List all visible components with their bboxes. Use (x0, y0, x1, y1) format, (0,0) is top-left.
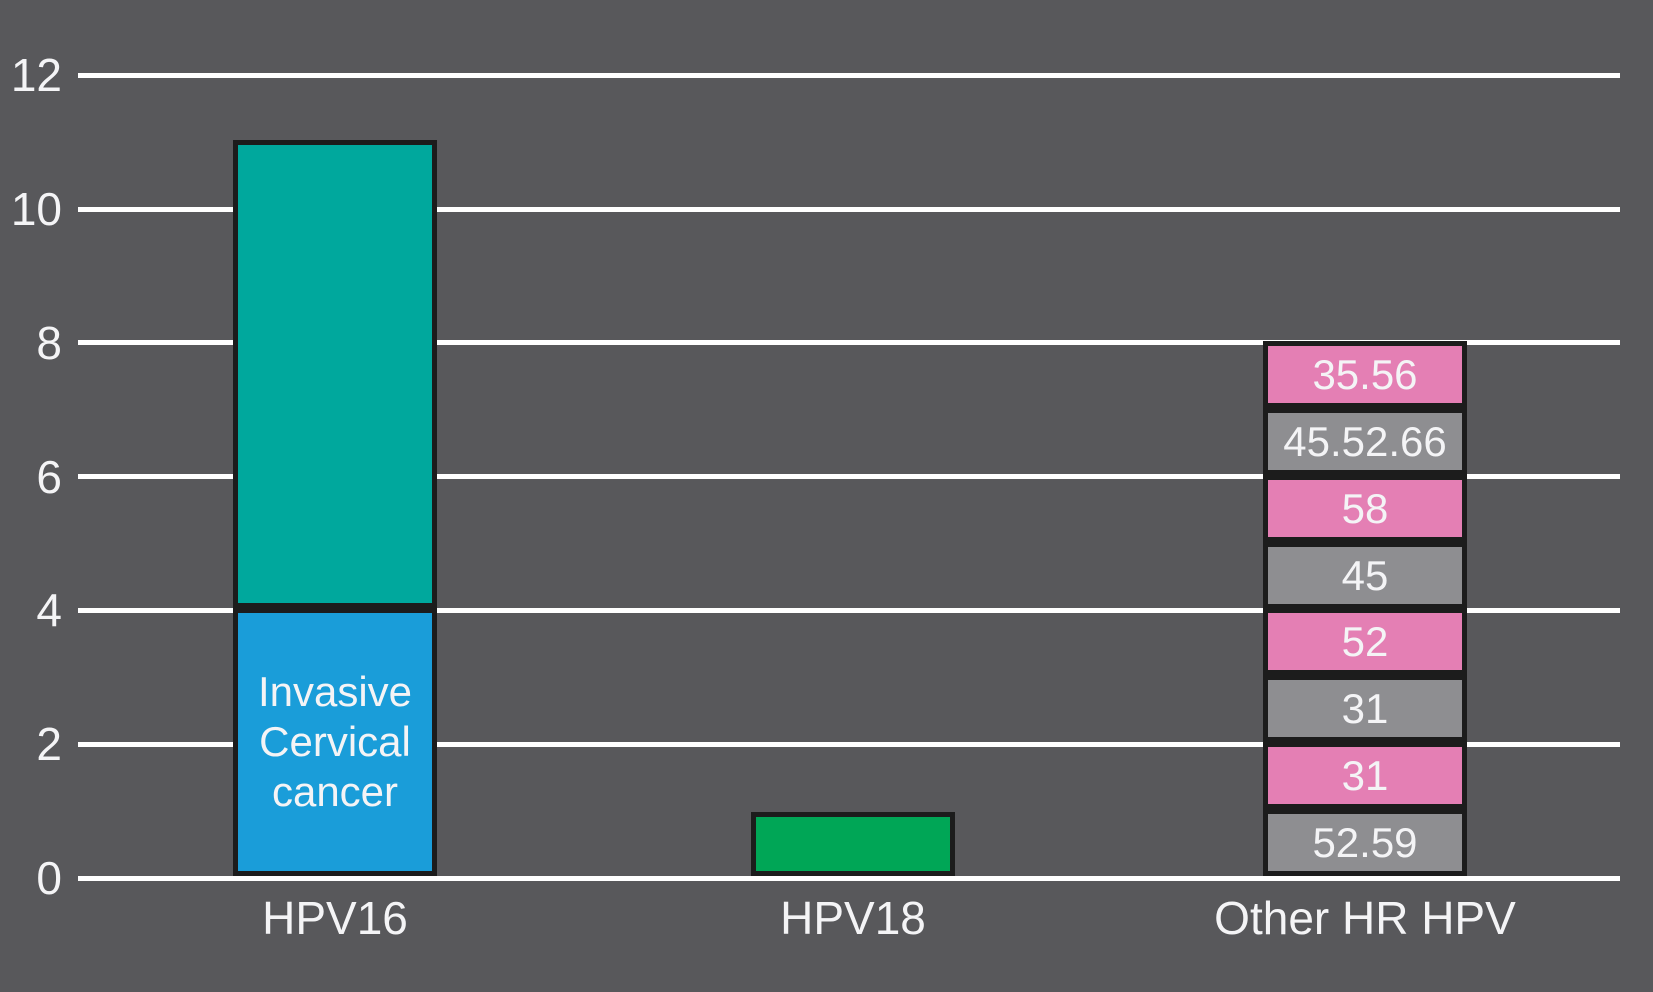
bar-segment-other-hr-hpv-5: 58 (1263, 475, 1467, 542)
segment-value-label: 52.59 (1312, 818, 1418, 866)
y-tick-label-10: 10 (10, 183, 62, 235)
category-label-other-hr-hpv: Other HR HPV (1214, 892, 1516, 944)
gridline-0 (78, 876, 1620, 881)
category-label-hpv16: HPV16 (262, 892, 408, 944)
gridline-12 (78, 73, 1620, 78)
y-tick-label-0: 0 (36, 852, 62, 904)
y-tick-label-4: 4 (36, 584, 62, 636)
y-tick-label-12: 12 (10, 49, 62, 101)
segment-value-label: 31 (1341, 684, 1389, 732)
segment-text-line: cancer (271, 768, 399, 815)
segment-value-label: 52 (1341, 617, 1389, 665)
bar-segment-other-hr-hpv-4: 45 (1263, 542, 1467, 609)
bar-segment-other-hr-hpv-0: 52.59 (1263, 809, 1467, 876)
segment-value-label: 35.56 (1312, 350, 1418, 398)
y-tick-label-8: 8 (36, 317, 62, 369)
bar-segment-hpv18-0 (751, 812, 955, 876)
bar-segment-other-hr-hpv-1: 31 (1263, 742, 1467, 809)
segment-text-line: Cervical (259, 718, 411, 765)
segment-value-label: 45.52.66 (1283, 417, 1447, 465)
y-tick-label-6: 6 (36, 451, 62, 503)
segment-text-line: Invasive (257, 668, 413, 715)
category-label-hpv18: HPV18 (780, 892, 926, 944)
y-tick-label-2: 2 (36, 718, 62, 770)
bar-segment-other-hr-hpv-2: 31 (1263, 675, 1467, 742)
gridline-6 (78, 474, 1620, 479)
gridline-2 (78, 742, 1620, 747)
bar-segment-other-hr-hpv-3: 52 (1263, 608, 1467, 675)
gridline-10 (78, 207, 1620, 212)
segment-value-label: 45 (1341, 551, 1389, 599)
gridline-4 (78, 608, 1620, 613)
bar-segment-hpv16-1 (233, 140, 437, 608)
bar-segment-hpv16-0: Invasive Cervical cancer (233, 608, 437, 876)
bar-segment-other-hr-hpv-7: 35.56 (1263, 341, 1467, 408)
segment-value-label: 58 (1341, 484, 1389, 532)
bar-segment-other-hr-hpv-6: 45.52.66 (1263, 408, 1467, 475)
gridline-8 (78, 340, 1620, 345)
segment-value-label: 31 (1341, 751, 1389, 799)
